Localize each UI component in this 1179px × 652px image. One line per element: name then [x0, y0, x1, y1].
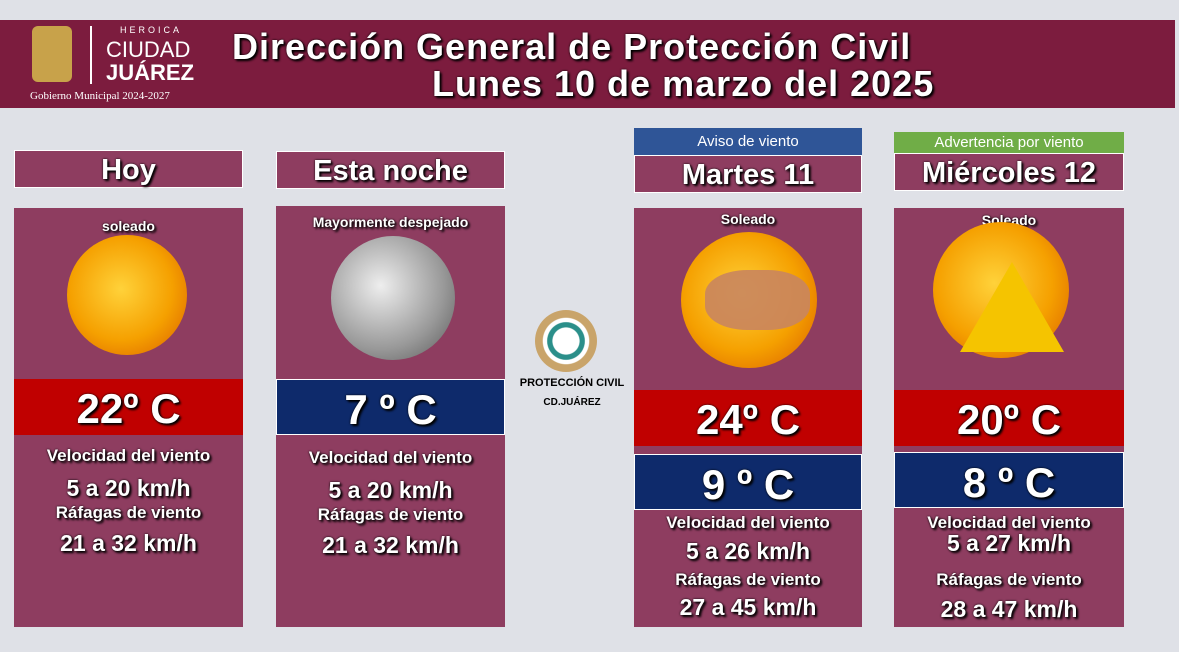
alert-banner: Aviso de viento: [634, 128, 862, 155]
low-temp: 7 º C: [276, 379, 505, 435]
gusts: 21 a 32 km/h: [322, 532, 459, 558]
center-logo-city: CD.JUÁREZ: [543, 397, 601, 408]
logo-city: CIUDAD: [106, 37, 191, 62]
condition: Soleado: [720, 211, 776, 227]
wind-label: Velocidad del viento: [666, 513, 830, 532]
day-label: Hoy: [14, 150, 243, 188]
gust-label: Ráfagas de viento: [936, 570, 1082, 589]
day-label: Martes 11: [634, 155, 862, 193]
logo-subtitle: Gobierno Municipal 2024-2027: [30, 90, 170, 102]
logo-shield: [32, 26, 72, 82]
day-label: Miércoles 12: [894, 153, 1124, 191]
wind-label: Velocidad del viento: [308, 448, 473, 467]
date: Lunes 10 de marzo del 2025: [432, 63, 935, 104]
gust-label: Ráfagas de viento: [675, 570, 821, 589]
logo-divider: [90, 26, 92, 84]
high-temp: 22º C: [14, 379, 243, 435]
condition: Mayormente despejado: [312, 214, 469, 230]
center-logo-name: PROTECCIÓN CIVIL: [519, 377, 625, 389]
moon-icon: [331, 236, 455, 360]
high-temp: 24º C: [634, 390, 862, 446]
title: Dirección General de Protección Civil: [232, 26, 912, 67]
wind: 5 a 27 km/h: [946, 530, 1072, 556]
condition: soleado: [102, 218, 155, 234]
logo-name: JUÁREZ: [106, 60, 195, 85]
sun-icon: [67, 235, 187, 355]
wind-label: Velocidad del viento: [927, 513, 1091, 532]
gusts: 21 a 32 km/h: [60, 530, 197, 556]
wind-label: Velocidad del viento: [46, 446, 211, 465]
center-logo-icon: [535, 310, 597, 372]
logo-top: HEROICA: [120, 25, 183, 35]
warning-icon: [960, 262, 1064, 352]
gust-label: Ráfagas de viento: [317, 505, 464, 524]
low-temp: 8 º C: [894, 452, 1124, 508]
high-temp: 20º C: [894, 390, 1124, 446]
gusts: 28 a 47 km/h: [940, 596, 1078, 622]
wind: 5 a 20 km/h: [328, 477, 453, 503]
gusts: 27 a 45 km/h: [679, 594, 817, 620]
wind: 5 a 20 km/h: [66, 475, 191, 501]
day-label: Esta noche: [276, 151, 505, 189]
gust-label: Ráfagas de viento: [55, 503, 202, 522]
header-band: [0, 20, 1175, 108]
wind-tree-icon: [705, 270, 810, 330]
wind: 5 a 26 km/h: [685, 538, 811, 564]
alert-banner: Advertencia por viento: [894, 132, 1124, 153]
low-temp: 9 º C: [634, 454, 862, 510]
